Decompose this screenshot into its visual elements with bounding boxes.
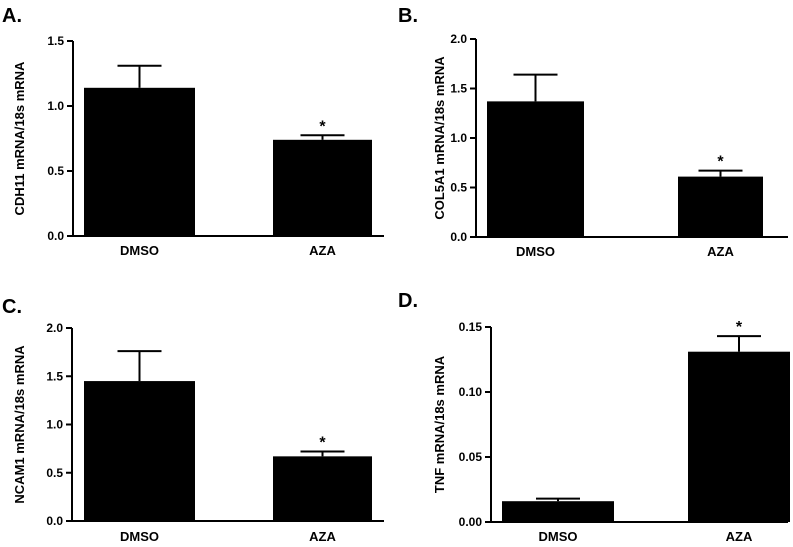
y-tick-label: 2.0	[450, 32, 467, 46]
y-tick-label: 0.05	[459, 450, 483, 464]
significance-marker: *	[319, 435, 326, 452]
x-tick-label: DMSO	[539, 529, 578, 544]
y-axis-label: CDH11 mRNA/18s mRNA	[12, 61, 27, 215]
y-axis-label: NCAM1 mRNA/18s mRNA	[12, 345, 27, 504]
y-axis-label: TNF mRNA/18s mRNA	[432, 355, 447, 493]
bar-dmso	[487, 101, 584, 238]
x-tick-label: DMSO	[120, 529, 159, 544]
y-tick-label: 1.0	[450, 131, 467, 145]
bar-aza	[273, 139, 372, 236]
panel-letter: C.	[2, 296, 22, 318]
y-tick-label: 0.10	[459, 385, 483, 399]
bar-aza	[688, 351, 790, 522]
x-tick-label: AZA	[707, 244, 734, 259]
x-tick-label: DMSO	[516, 244, 555, 259]
x-tick-label: DMSO	[120, 243, 159, 258]
panel-letter: B.	[398, 5, 418, 27]
y-tick-label: 1.5	[46, 369, 63, 383]
bar-aza	[678, 176, 763, 237]
bar-dmso	[84, 381, 195, 521]
panel-letter: D.	[398, 290, 418, 312]
y-tick-label: 1.5	[450, 82, 467, 96]
y-tick-label: 0.15	[459, 320, 483, 334]
y-tick-label: 0.5	[46, 466, 63, 480]
significance-marker: *	[717, 154, 724, 171]
bar-dmso	[502, 501, 614, 522]
y-tick-label: 0.0	[450, 230, 467, 244]
y-tick-label: 1.0	[46, 418, 63, 432]
significance-marker: *	[736, 319, 743, 336]
y-tick-label: 0.0	[46, 514, 63, 528]
y-axis-label: COL5A1 mRNA/18s mRNA	[432, 56, 447, 220]
y-tick-label: 1.0	[47, 99, 64, 113]
bar-dmso	[84, 87, 195, 236]
significance-marker: *	[319, 118, 326, 135]
bar-aza	[273, 456, 372, 521]
y-tick-label: 1.5	[47, 34, 64, 48]
x-tick-label: AZA	[309, 529, 336, 544]
x-tick-label: AZA	[309, 243, 336, 258]
panel-letter: A.	[2, 5, 22, 27]
x-tick-label: AZA	[726, 529, 753, 544]
y-tick-label: 0.0	[47, 229, 64, 243]
y-tick-label: 2.0	[46, 321, 63, 335]
y-tick-label: 0.5	[450, 181, 467, 195]
y-tick-label: 0.5	[47, 164, 64, 178]
y-tick-label: 0.00	[459, 515, 483, 529]
